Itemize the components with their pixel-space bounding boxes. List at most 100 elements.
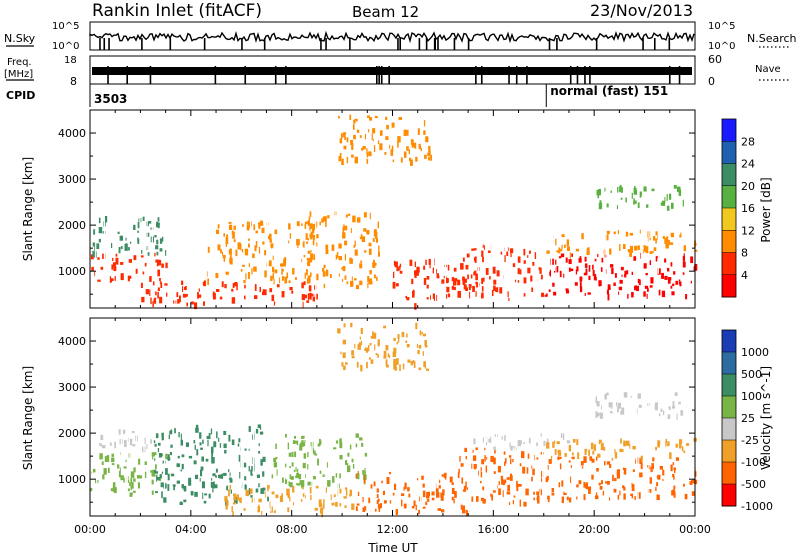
data-gap [553, 179, 556, 271]
data-cell [129, 438, 133, 442]
data-cell [404, 482, 407, 490]
data-cell [130, 477, 133, 485]
data-cell [451, 482, 454, 485]
data-cell [509, 475, 513, 481]
data-cell [258, 222, 261, 229]
x-tick-label: 00:00 [679, 523, 711, 536]
data-cell [672, 401, 675, 407]
data-cell [354, 118, 358, 122]
data-cell [181, 463, 184, 470]
data-cell [159, 278, 161, 281]
data-cell [241, 248, 244, 253]
data-cell [310, 237, 313, 240]
data-cell [597, 253, 599, 258]
data-cell [156, 263, 159, 267]
data-gap [478, 415, 480, 541]
data-cell [426, 276, 430, 280]
data-cell [160, 482, 164, 488]
data-cell [372, 238, 375, 242]
data-cell [203, 280, 207, 287]
data-cell [411, 142, 415, 148]
data-cell [631, 292, 634, 298]
data-cell [569, 252, 571, 259]
data-cell [633, 200, 637, 204]
data-cell [519, 269, 522, 275]
data-cell [588, 449, 590, 456]
colorbar-segment [722, 440, 736, 463]
data-cell [203, 301, 205, 306]
data-cell [355, 443, 358, 448]
data-cell [174, 428, 176, 434]
data-cell [356, 503, 360, 506]
data-cell [360, 364, 363, 372]
data-gap [306, 410, 308, 515]
data-cell [446, 278, 449, 283]
data-gap [487, 400, 489, 525]
data-cell [436, 273, 439, 279]
data-cell [664, 237, 668, 244]
data-cell [506, 491, 511, 495]
data-cell [443, 472, 447, 479]
data-cell [629, 232, 633, 236]
data-cell [354, 240, 356, 247]
data-cell [423, 120, 426, 127]
data-cell [401, 331, 405, 338]
data-cell [473, 464, 477, 469]
data-cell [224, 284, 227, 289]
data-cell [630, 493, 632, 496]
colorbar-segment [722, 352, 736, 375]
data-cell [360, 234, 363, 240]
data-cell [414, 303, 417, 310]
data-cell [156, 251, 159, 256]
data-cell [258, 483, 260, 488]
data-cell [154, 458, 156, 461]
data-cell [564, 244, 566, 248]
data-gap [266, 199, 268, 314]
data-cell [463, 486, 466, 492]
data-cell [373, 274, 376, 279]
data-cell [159, 453, 163, 458]
data-gap [91, 379, 93, 479]
data-cell [673, 475, 675, 480]
data-cell [512, 263, 516, 268]
data-cell [306, 452, 309, 458]
data-cell [482, 437, 484, 443]
data-cell [393, 364, 397, 370]
data-cell [254, 295, 258, 299]
data-cell [188, 455, 193, 459]
data-cell [576, 439, 579, 446]
data-gap [151, 178, 153, 291]
data-cell [149, 289, 151, 297]
data-cell [665, 243, 669, 249]
data-cell [231, 439, 235, 445]
data-cell [586, 250, 590, 255]
data-cell [415, 322, 418, 330]
data-cell [618, 291, 620, 295]
data-gap [270, 389, 272, 512]
data-cell [346, 156, 349, 164]
data-cell [472, 285, 475, 292]
data-cell [621, 274, 623, 278]
data-cell [369, 117, 373, 121]
data-cell [223, 472, 227, 476]
data-cell [671, 202, 674, 209]
data-cell [568, 259, 572, 264]
data-cell [347, 452, 350, 457]
data-cell [408, 493, 411, 498]
data-cell [275, 494, 279, 499]
data-cell [310, 272, 312, 277]
data-cell [344, 275, 347, 280]
data-cell [92, 242, 96, 247]
data-cell [344, 225, 348, 231]
data-cell [293, 502, 295, 506]
data-cell [282, 263, 286, 267]
data-cell [670, 285, 673, 289]
data-cell [410, 139, 414, 146]
data-cell [282, 477, 286, 483]
data-cell [288, 481, 290, 487]
data-cell [247, 448, 250, 451]
data-cell [372, 331, 374, 338]
freq-band [92, 67, 692, 75]
data-cell [118, 471, 122, 478]
data-cell [161, 491, 163, 499]
